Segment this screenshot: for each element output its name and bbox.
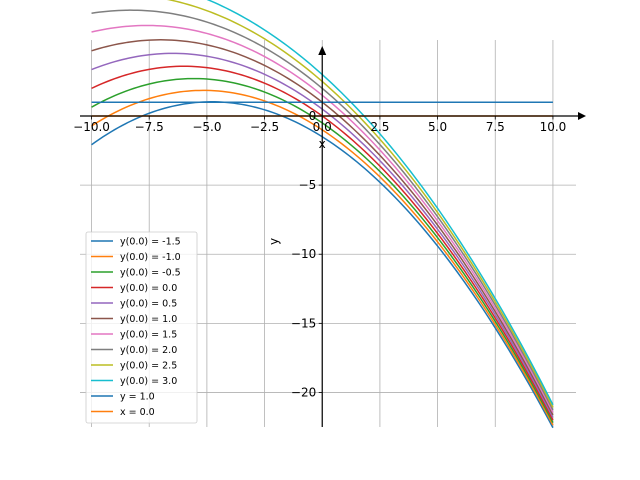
x-tick-label: 7.5 — [486, 120, 505, 134]
x-tick-label: −5.0 — [192, 120, 221, 134]
x-tick-label: 0.0 — [313, 120, 332, 134]
x-tick-label: −2.5 — [250, 120, 279, 134]
y-tick-label: −15 — [291, 316, 316, 330]
legend-entry: y(0.0) = 1.5 — [120, 330, 177, 341]
legend-entry: y(0.0) = -1.5 — [120, 237, 181, 248]
x-tick-label: 5.0 — [428, 120, 447, 134]
x-tick-label: 10.0 — [540, 120, 567, 134]
y-axis-label: y — [267, 238, 281, 245]
x-axis-label: x — [319, 137, 326, 151]
legend-box — [85, 231, 198, 424]
y-tick-label: −20 — [291, 385, 316, 399]
y-tick-label: −5 — [299, 178, 317, 192]
legend-entry: y = 1.0 — [120, 392, 155, 403]
y-tick-label: 0 — [309, 109, 317, 123]
x-tick-label: −7.5 — [135, 120, 164, 134]
y-tick-label: −10 — [291, 247, 316, 261]
legend-entry: y(0.0) = -1.0 — [120, 252, 181, 263]
x-tick-label: −10.0 — [73, 120, 110, 134]
legend: y(0.0) = -1.5 y(0.0) = -1.0 y(0.0) = -0.5 y… — [85, 231, 198, 424]
legend-entry: y(0.0) = 2.5 — [120, 361, 177, 372]
x-tick-label: 2.5 — [370, 120, 389, 134]
x-axis-arrow-icon — [578, 112, 586, 121]
legend-entry: y(0.0) = 0.0 — [120, 283, 177, 294]
axes — [80, 46, 586, 427]
tick-labels: −10.0 −7.5 −5.0 −2.5 0.0 2.5 5.0 7.5 10.0 0 −5 −10 −… — [73, 109, 566, 399]
legend-entry: x = 0.0 — [120, 407, 155, 418]
legend-entry: y(0.0) = 3.0 — [120, 376, 177, 387]
legend-entry: y(0.0) = -0.5 — [120, 268, 181, 279]
y-axis-arrow-icon — [318, 46, 327, 55]
legend-entry: y(0.0) = 1.0 — [120, 314, 177, 325]
legend-entry: y(0.0) = 0.5 — [120, 299, 177, 310]
legend-entry: y(0.0) = 2.0 — [120, 345, 177, 356]
